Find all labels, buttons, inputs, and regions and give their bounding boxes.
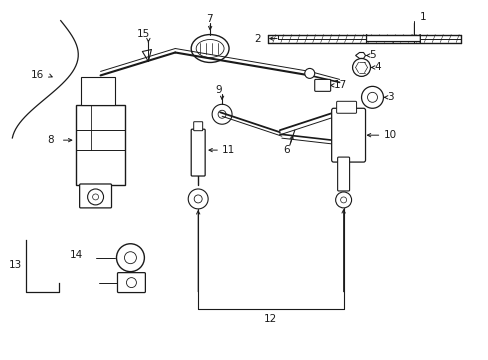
FancyBboxPatch shape xyxy=(314,80,330,91)
Text: 3: 3 xyxy=(386,92,393,102)
FancyBboxPatch shape xyxy=(366,35,420,42)
FancyBboxPatch shape xyxy=(336,101,356,113)
Text: 13: 13 xyxy=(9,260,22,270)
Text: 8: 8 xyxy=(47,135,54,145)
Text: 4: 4 xyxy=(374,62,380,72)
Text: 16: 16 xyxy=(31,71,44,80)
Text: 14: 14 xyxy=(69,250,82,260)
FancyBboxPatch shape xyxy=(76,105,125,185)
Text: 11: 11 xyxy=(222,145,235,155)
Text: 9: 9 xyxy=(215,85,221,95)
FancyBboxPatch shape xyxy=(331,108,365,162)
Text: 5: 5 xyxy=(369,50,375,60)
Text: 2: 2 xyxy=(254,33,261,44)
FancyBboxPatch shape xyxy=(193,122,202,131)
FancyBboxPatch shape xyxy=(337,157,349,191)
FancyBboxPatch shape xyxy=(81,77,115,105)
Text: 6: 6 xyxy=(282,145,289,155)
FancyBboxPatch shape xyxy=(80,184,111,208)
Text: 17: 17 xyxy=(333,80,346,90)
Text: 12: 12 xyxy=(264,314,277,324)
Polygon shape xyxy=(355,53,365,58)
Circle shape xyxy=(304,68,314,78)
FancyBboxPatch shape xyxy=(191,129,205,176)
Text: 7: 7 xyxy=(206,14,212,24)
Text: 1: 1 xyxy=(419,12,425,22)
Text: 15: 15 xyxy=(136,28,149,39)
FancyBboxPatch shape xyxy=(117,273,145,293)
Text: 10: 10 xyxy=(383,130,396,140)
